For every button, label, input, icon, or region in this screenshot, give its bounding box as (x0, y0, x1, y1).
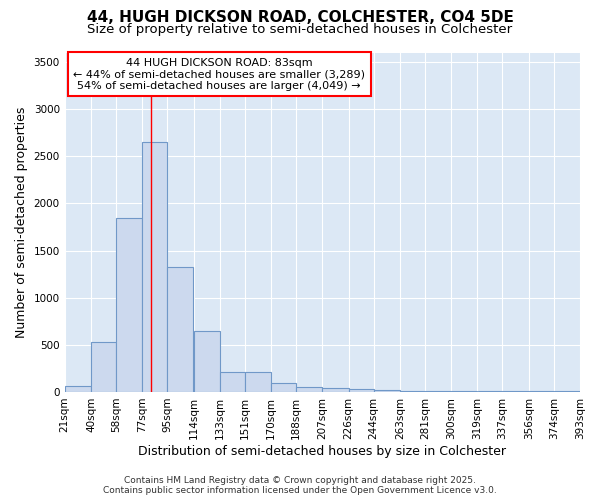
Bar (400, 390, 425, 392)
Text: Contains HM Land Registry data © Crown copyright and database right 2025.
Contai: Contains HM Land Registry data © Crown c… (103, 476, 497, 495)
Bar (91, 342, 116, 392)
Bar (374, 390, 400, 392)
Bar (296, 387, 322, 392)
Bar (322, 388, 349, 392)
X-axis label: Distribution of semi-detached houses by size in Colchester: Distribution of semi-detached houses by … (139, 444, 506, 458)
Bar (194, 330, 220, 392)
Y-axis label: Number of semi-detached properties: Number of semi-detached properties (15, 106, 28, 338)
Bar (116, 218, 142, 392)
Bar (245, 372, 271, 392)
Bar (349, 389, 374, 392)
Bar (142, 142, 167, 392)
Text: Size of property relative to semi-detached houses in Colchester: Size of property relative to semi-detach… (88, 22, 512, 36)
Text: 44, HUGH DICKSON ROAD, COLCHESTER, CO4 5DE: 44, HUGH DICKSON ROAD, COLCHESTER, CO4 5… (86, 10, 514, 25)
Bar (220, 372, 245, 392)
Bar (271, 384, 296, 392)
Bar (167, 268, 193, 392)
Text: 44 HUGH DICKSON ROAD: 83sqm
← 44% of semi-detached houses are smaller (3,289)
54: 44 HUGH DICKSON ROAD: 83sqm ← 44% of sem… (73, 58, 365, 91)
Bar (65, 386, 91, 392)
